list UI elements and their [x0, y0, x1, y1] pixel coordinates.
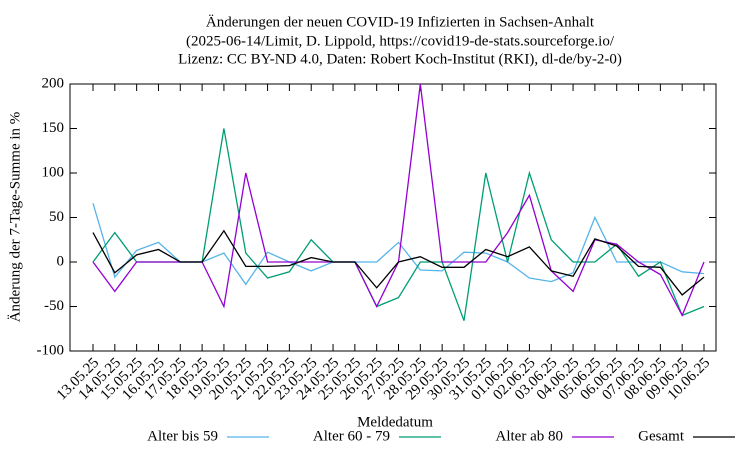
y-tick-label: 50 — [49, 209, 64, 225]
y-tick-label: 200 — [42, 75, 65, 91]
y-tick-label: 150 — [42, 120, 65, 136]
y-tick-label: -50 — [44, 298, 64, 314]
title-line: Änderungen der neuen COVID-19 Infizierte… — [206, 13, 595, 30]
legend-label: Alter ab 80 — [496, 428, 563, 444]
series-line — [92, 229, 705, 296]
title-line: (2025-06-14/Limit, D. Lippold, https://c… — [186, 33, 615, 49]
title-line: Lizenz: CC BY-ND 4.0, Daten: Robert Koch… — [178, 51, 622, 67]
y-tick-label: 100 — [42, 164, 65, 180]
x-axis-label: Meldedatum — [357, 414, 433, 430]
y-tick-label: 0 — [57, 253, 65, 269]
legend-label: Gesamt — [638, 428, 685, 444]
legend-label: Alter bis 59 — [147, 428, 218, 444]
y-axis-label: Änderung der 7-Tage-Summe in % — [6, 112, 23, 323]
legend-label: Alter 60 - 79 — [313, 428, 390, 444]
y-tick-label: -100 — [37, 342, 65, 358]
